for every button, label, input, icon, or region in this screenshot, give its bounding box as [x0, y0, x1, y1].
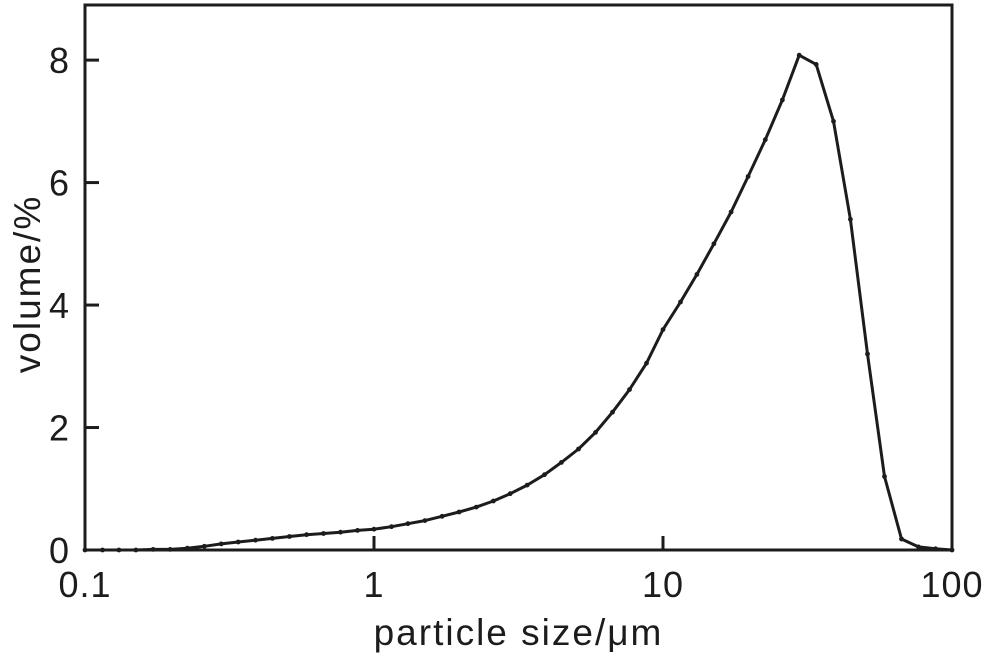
data-point-marker	[627, 387, 632, 392]
data-point-marker	[456, 509, 462, 515]
data-point-marker	[218, 541, 224, 547]
data-point-marker	[116, 547, 122, 553]
data-point-marker	[933, 546, 938, 552]
data-point-marker	[253, 537, 258, 543]
data-point-marker	[949, 547, 955, 553]
data-point-marker	[184, 545, 190, 551]
y-tick-label: 8	[49, 40, 70, 81]
data-point-marker	[694, 272, 700, 277]
data-point-marker	[304, 532, 309, 538]
x-tick-label: 0.1	[58, 564, 111, 605]
data-point-marker	[524, 482, 530, 488]
y-axis-title: volume/%	[7, 194, 48, 374]
data-point-marker	[491, 498, 496, 504]
data-point-marker	[813, 62, 819, 67]
data-point-marker	[507, 491, 513, 497]
data-point-marker	[167, 547, 173, 552]
data-point-marker	[287, 534, 292, 539]
data-point-marker	[762, 137, 768, 143]
data-point-marker	[728, 209, 734, 215]
data-point-marker	[473, 504, 479, 510]
data-point-marker	[389, 524, 394, 530]
data-point-marker	[100, 547, 105, 553]
data-point-marker	[559, 460, 564, 465]
data-point-marker	[270, 536, 275, 541]
x-tick-label: 100	[920, 564, 983, 605]
data-point-marker	[644, 360, 649, 366]
data-point-marker	[82, 547, 88, 553]
distribution-curve	[83, 53, 954, 552]
data-point-marker	[338, 529, 343, 535]
data-point-marker	[882, 474, 887, 479]
x-axis-title: particle size/μm	[373, 612, 664, 653]
data-point-marker	[916, 544, 921, 550]
data-point-marker	[593, 430, 598, 435]
data-point-marker	[542, 472, 547, 478]
data-point-marker	[711, 241, 717, 247]
data-point-marker	[439, 513, 445, 519]
data-point-marker	[796, 52, 802, 58]
data-point-marker	[831, 118, 836, 124]
x-tick-label: 10	[642, 564, 684, 605]
data-point-marker	[202, 543, 207, 549]
data-point-marker	[899, 536, 904, 542]
data-point-marker	[133, 547, 139, 553]
y-tick-label: 6	[49, 163, 70, 204]
data-point-marker	[576, 446, 581, 452]
data-point-marker	[780, 97, 785, 103]
data-point-marker	[848, 216, 853, 222]
data-point-marker	[745, 174, 751, 179]
y-tick-label: 4	[49, 285, 70, 326]
y-tick-label: 2	[49, 408, 70, 449]
data-point-marker	[235, 539, 241, 545]
data-point-marker	[865, 351, 870, 357]
data-point-marker	[355, 528, 360, 533]
x-tick-label: 1	[363, 564, 384, 605]
data-point-marker	[660, 327, 666, 332]
data-point-marker	[610, 409, 615, 415]
data-point-marker	[422, 518, 428, 523]
y-tick-label: 0	[49, 530, 70, 571]
data-point-marker	[678, 299, 683, 305]
data-point-marker	[321, 531, 326, 536]
data-point-marker	[371, 526, 377, 532]
plot-border	[83, 3, 954, 552]
data-point-marker	[150, 547, 156, 552]
data-point-marker	[405, 521, 411, 527]
